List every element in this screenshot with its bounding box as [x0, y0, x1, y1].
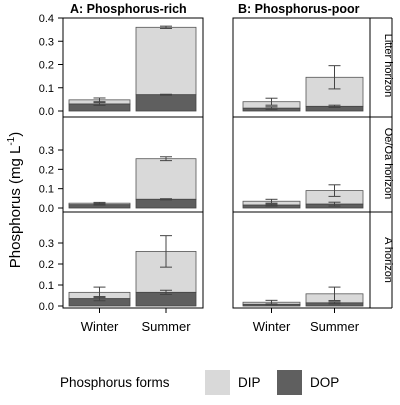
y-tick-label: 0.0	[39, 301, 54, 313]
x-tick-label-winter: Winter	[81, 319, 119, 334]
y-axis-label-tail: )	[7, 132, 24, 137]
y-tick-label: 0.0	[39, 106, 54, 118]
y-tick-label: 0.4	[39, 13, 54, 25]
panel-title-a: A: Phosphorus-rich	[70, 2, 187, 16]
legend-title: Phosphorus forms	[60, 375, 170, 390]
strip-label-row-1: Oe/Oa horizon	[382, 128, 394, 200]
legend-swatch-dip	[205, 370, 230, 395]
y-tick-label: 0.2	[39, 164, 54, 176]
y-tick-label: 0.3	[39, 145, 54, 157]
legend-swatch-dop	[277, 370, 302, 395]
y-axis-label: Phosphorus (mg L-1)	[6, 132, 24, 268]
y-tick-label: 0.1	[39, 83, 54, 95]
legend-label-dop: DOP	[310, 375, 339, 390]
panel-frame-b	[232, 17, 371, 309]
y-tick-label: 0.2	[39, 259, 54, 271]
bar-dip-a-summer-row0	[135, 26, 197, 96]
bar-dop-a-summer-row1	[135, 198, 197, 209]
x-tick-label-summer: Summer	[141, 319, 191, 334]
strip-label-row-2: A horizon	[382, 237, 394, 283]
strip-label-row-0: Litter horizon	[382, 34, 394, 98]
y-tick-label: 0.1	[39, 280, 54, 292]
x-tick-label-winter: Winter	[253, 319, 291, 334]
y-tick-label: 0.2	[39, 60, 54, 72]
y-tick-label: 0.3	[39, 36, 54, 48]
legend-label-dip: DIP	[238, 375, 261, 390]
bar-dip-a-summer-row1	[135, 158, 197, 200]
y-tick-label: 0.1	[39, 184, 54, 196]
x-tick-label-summer: Summer	[310, 319, 360, 334]
y-tick-label: 0.0	[39, 203, 54, 215]
y-axis-label-superscript: -1	[6, 136, 17, 145]
bar-dop-a-summer-row0	[135, 94, 197, 112]
y-axis-label-main: Phosphorus (mg L	[7, 146, 24, 269]
panel-title-b: B: Phosphorus-poor	[238, 2, 360, 16]
y-tick-label: 0.3	[39, 238, 54, 250]
